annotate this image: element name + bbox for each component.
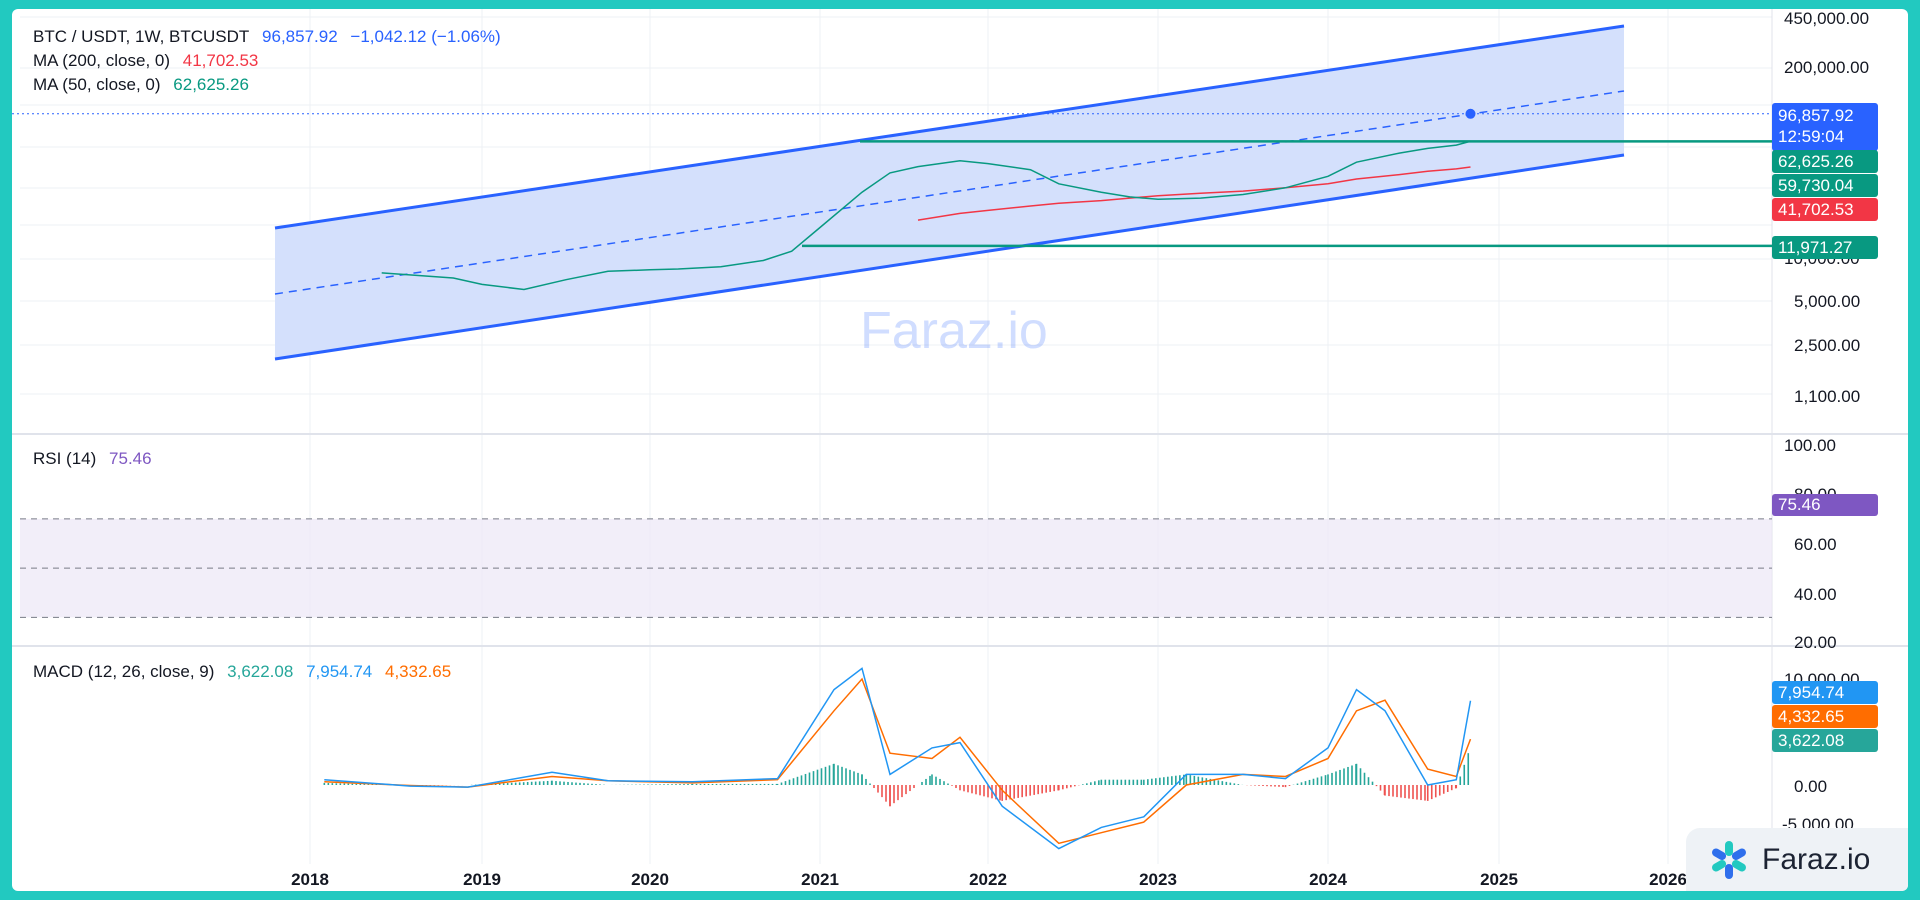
rsi-band [20,518,1772,618]
rsi-value: 75.46 [109,449,152,468]
asterisk-logo-icon [1712,840,1746,879]
rsi-legend-row: RSI (14) 75.46 [33,449,160,469]
watermark-text: Faraz.io [860,302,1048,360]
channel-upper-line [274,24,1625,230]
rsi-label[interactable]: RSI (14) [33,449,97,468]
chart-frame: BTC / USDT, 1W, BTCUSDT 96,857.92 −1,042… [12,9,1908,891]
ma50-price-tag: 62,625.26 [1772,150,1878,173]
channel-lower-line [274,153,1625,361]
price-tick: 2,500.00 [1794,336,1861,355]
macd-price-tag: 7,954.74 [1772,681,1878,704]
time-tick: 2019 [463,870,501,889]
symbol-label[interactable]: BTC / USDT, 1W, BTCUSDT [33,27,250,46]
channel-mid-line [274,90,1625,295]
ma50-line [381,140,1471,291]
time-tick: 2021 [801,870,839,889]
signal-price-tag: 4,332.65 [1772,705,1878,728]
macd-legend-row: MACD (12, 26, close, 9) 3,622.08 7,954.7… [33,662,459,682]
ma200-value: 41,702.53 [182,51,259,70]
ma50-value: 62,625.26 [173,75,249,94]
price-tick: 5,000.00 [1794,292,1861,311]
time-tick: 2018 [291,870,329,889]
time-tick: 2022 [969,870,1007,889]
rsi-tick: 40.00 [1794,585,1837,604]
brand-name: Faraz.io [1762,842,1871,876]
last-price-dot [1465,108,1476,119]
price-value: 96,857.92 [262,27,338,46]
macd-label[interactable]: MACD (12, 26, close, 9) [33,662,215,681]
time-tick: 2026 [1649,870,1687,889]
chart-canvas[interactable] [12,9,1908,891]
brand-badge[interactable]: Faraz.io [1686,828,1908,891]
last-price-tag: 96,857.92 12:59:04 [1772,103,1878,151]
lower-support-price-tag: 11,971.27 [1772,236,1878,259]
main-legend-row: BTC / USDT, 1W, BTCUSDT 96,857.92 −1,042… [33,27,509,47]
rsi-price-tag: 75.46 [1772,494,1878,516]
ma200-label[interactable]: MA (200, close, 0) [33,51,171,70]
price-tick: 200,000.00 [1784,58,1870,77]
ma200-price-tag: 41,702.53 [1772,198,1878,221]
price-tick: 1,100.00 [1794,387,1861,406]
macd-signal-value: 4,332.65 [384,662,452,681]
ma200-legend-row: MA (200, close, 0) 41,702.53 [33,51,266,71]
time-tick: 2024 [1309,870,1347,889]
time-tick: 2020 [631,870,669,889]
macd-line-value: 7,954.74 [306,662,373,681]
time-tick: 2025 [1480,870,1518,889]
change-value: −1,042.12 (−1.06%) [350,27,501,46]
ma200-line [917,166,1471,221]
price-tick: 450,000.00 [1784,9,1870,28]
rsi-tick: 60.00 [1794,535,1837,554]
signal-line [324,677,1472,845]
macd-line [324,667,1472,850]
last-price-value: 96,857.92 [1778,106,1854,125]
support-price-tag: 59,730.04 [1772,174,1878,197]
bar-countdown: 12:59:04 [1778,127,1845,146]
ma50-legend-row: MA (50, close, 0) 62,625.26 [33,75,257,95]
histogram-price-tag: 3,622.08 [1772,729,1878,752]
macd-tick: 0.00 [1794,777,1828,796]
time-tick: 2023 [1139,870,1177,889]
channel-fill [275,26,1624,359]
macd-hist-value: 3,622.08 [227,662,294,681]
rsi-tick: 100.00 [1784,436,1836,455]
rsi-tick: 20.00 [1794,633,1837,652]
ma50-label[interactable]: MA (50, close, 0) [33,75,161,94]
